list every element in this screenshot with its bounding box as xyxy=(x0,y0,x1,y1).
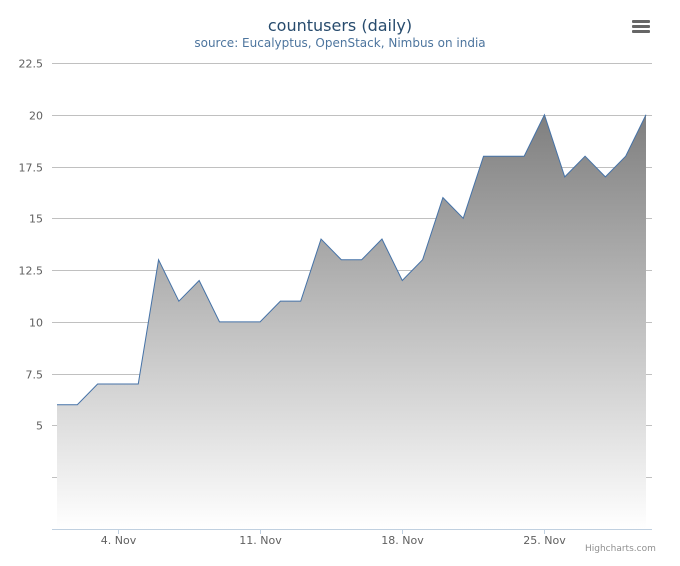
chart-subtitle: source: Eucalyptus, OpenStack, Nimbus on… xyxy=(194,36,486,50)
y-tick-label: 10 xyxy=(29,317,43,330)
hamburger-menu-icon[interactable] xyxy=(630,18,652,38)
credits-link[interactable]: Highcharts.com xyxy=(585,544,656,554)
axes xyxy=(52,529,652,534)
menu-bar xyxy=(632,30,650,33)
y-tick-label: 7.5 xyxy=(26,369,44,382)
menu-bar xyxy=(632,25,650,28)
tick-labels: 5 7.5 10 12.5 15 17.5 20 22.5 4. Nov 11. Nov 18. N… xyxy=(19,58,567,548)
series-line xyxy=(57,113,647,406)
x-tick-label: 25. Nov xyxy=(523,534,566,547)
y-tick-label: 5 xyxy=(36,420,43,433)
y-tick-label: 15 xyxy=(29,213,43,226)
x-tick-label: 18. Nov xyxy=(381,534,424,547)
y-tick-label: 17.5 xyxy=(19,162,44,175)
series-area-fill xyxy=(57,114,646,529)
x-tick-label: 11. Nov xyxy=(239,534,282,547)
x-tick-label: 4. Nov xyxy=(101,534,137,547)
area-series xyxy=(57,113,647,529)
chart-title: countusers (daily) xyxy=(267,16,413,35)
y-tick-label: 12.5 xyxy=(19,265,44,278)
menu-bar xyxy=(632,20,650,23)
y-tick-label: 22.5 xyxy=(19,58,44,71)
y-tick-label: 20 xyxy=(29,110,43,123)
